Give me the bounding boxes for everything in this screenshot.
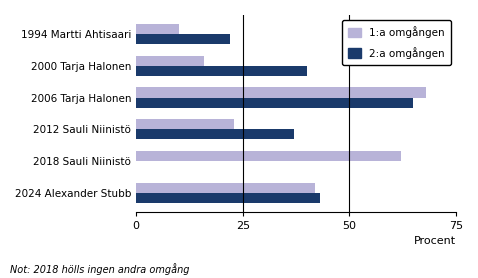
Text: Not: 2018 hölls ingen andra omgång: Not: 2018 hölls ingen andra omgång bbox=[10, 263, 189, 275]
Bar bbox=[136, 34, 230, 44]
Bar bbox=[136, 87, 426, 98]
Bar bbox=[136, 66, 307, 76]
Bar bbox=[136, 119, 234, 129]
Bar bbox=[136, 193, 319, 203]
Bar bbox=[136, 151, 401, 161]
Bar bbox=[136, 183, 315, 193]
Bar bbox=[136, 56, 205, 66]
Bar bbox=[136, 98, 413, 108]
X-axis label: Procent: Procent bbox=[414, 236, 456, 246]
Bar bbox=[136, 24, 179, 34]
Legend: 1:a omgången, 2:a omgången: 1:a omgången, 2:a omgången bbox=[342, 20, 451, 65]
Bar bbox=[136, 129, 294, 139]
